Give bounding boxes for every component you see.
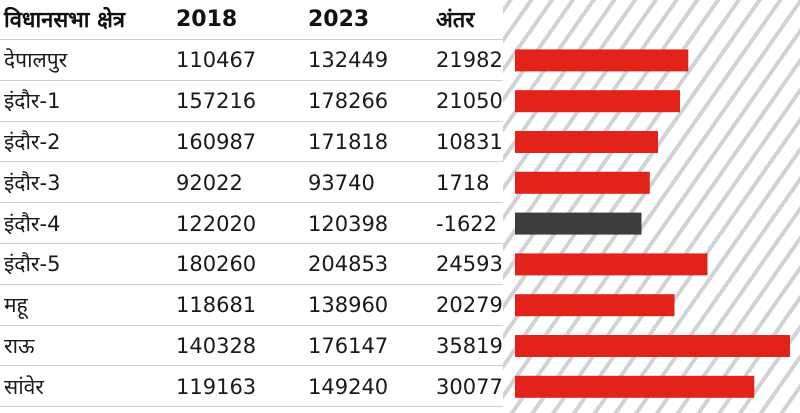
- header-diff: अंतर: [436, 8, 475, 33]
- votes-2023-label: 204853: [308, 252, 389, 277]
- constituency-label: इंदौर-1: [4, 89, 61, 114]
- votes-2023-label: 93740: [308, 170, 375, 195]
- difference-label: 30077: [436, 374, 503, 399]
- difference-bar: [515, 171, 650, 194]
- constituency-label: इंदौर-4: [4, 211, 61, 236]
- row-divider: [0, 324, 503, 326]
- row-divider: [0, 202, 503, 204]
- constituency-label: इंदौर-5: [4, 252, 61, 277]
- votes-2018-label: 140328: [176, 333, 257, 358]
- votes-2018-label: 119163: [176, 374, 257, 399]
- votes-2018-label: 157216: [176, 89, 257, 114]
- votes-2018-label: 160987: [176, 129, 257, 154]
- votes-2023-label: 132449: [308, 48, 389, 73]
- constituency-label: सांवेर: [4, 374, 44, 399]
- constituency-label: देपालपुर: [4, 48, 68, 73]
- votes-2023-label: 149240: [308, 374, 389, 399]
- row-divider: [0, 161, 503, 163]
- difference-label: -1622: [436, 211, 498, 236]
- votes-2023-label: 178266: [308, 89, 389, 114]
- difference-label: 21050: [436, 89, 503, 114]
- row-divider: [0, 283, 503, 285]
- difference-label: 10831: [436, 129, 503, 154]
- votes-2018-label: 110467: [176, 48, 257, 73]
- votes-2018-label: 92022: [176, 170, 243, 195]
- votes-2018-label: 180260: [176, 252, 257, 277]
- row-divider: [0, 406, 503, 408]
- row-divider: [0, 79, 503, 81]
- difference-bar: [515, 294, 675, 317]
- header-constituency: विधानसभा क्षेत्र: [4, 8, 125, 33]
- constituency-label: इंदौर-3: [4, 170, 61, 195]
- difference-bar: [515, 375, 755, 398]
- votes-2023-label: 138960: [308, 293, 389, 318]
- votes-2023-label: 171818: [308, 129, 389, 154]
- votes-2018-label: 122020: [176, 211, 257, 236]
- row-divider: [0, 120, 503, 122]
- constituency-label: इंदौर-2: [4, 129, 61, 154]
- difference-bar: [515, 212, 642, 235]
- constituency-label: महू: [4, 293, 28, 318]
- difference-bar: [515, 131, 658, 153]
- difference-label: 24593: [436, 252, 503, 277]
- constituency-label: राऊ: [4, 333, 35, 358]
- difference-label: 20279: [436, 293, 503, 318]
- difference-bar: [515, 49, 689, 72]
- difference-bar: [515, 90, 680, 113]
- difference-label: 35819: [436, 333, 503, 358]
- difference-label: 1718: [436, 170, 490, 195]
- row-divider: [0, 39, 503, 40]
- votes-2023-label: 176147: [308, 333, 389, 358]
- difference-label: 21982: [436, 48, 503, 73]
- votes-2018-label: 118681: [176, 293, 257, 318]
- row-divider: [0, 243, 503, 244]
- row-divider: [0, 365, 503, 367]
- difference-bar: [515, 253, 708, 276]
- header-2018: 2018: [176, 6, 238, 32]
- difference-bar: [515, 335, 790, 357]
- header-2023: 2023: [308, 6, 370, 32]
- votes-2023-label: 120398: [308, 211, 389, 236]
